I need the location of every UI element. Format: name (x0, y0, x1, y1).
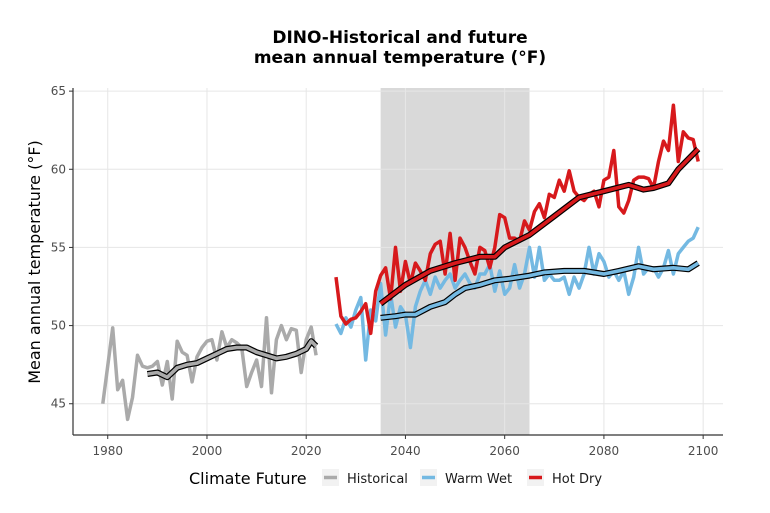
y-tick-label: 65 (51, 84, 66, 98)
smooth-line-historical (147, 339, 318, 380)
y-tick-label: 45 (51, 397, 66, 411)
x-tick-label: 2000 (192, 444, 223, 458)
series-line-historical (101, 316, 318, 422)
smooth-line-hot-dry (379, 147, 700, 306)
legend-label-warm-wet: Warm Wet (445, 472, 512, 487)
legend: Climate Future Historical Warm Wet Hot Dry (189, 469, 602, 488)
x-tick-label: 1980 (92, 444, 123, 458)
chart-title-line2: mean annual temperature (°F) (253, 48, 547, 68)
legend-title: Climate Future (189, 469, 307, 488)
x-tick-label: 2040 (390, 444, 421, 458)
x-tick-label: 2100 (688, 444, 719, 458)
y-tick-label: 55 (51, 240, 66, 254)
chart-title-line1: DINO-Historical and future (272, 28, 528, 48)
y-tick-label: 50 (51, 319, 66, 333)
y-tick-label: 60 (51, 162, 66, 176)
x-tick-label: 2060 (489, 444, 520, 458)
x-tick-label: 2080 (589, 444, 620, 458)
y-axis-label: Mean annual temperature (°F) (25, 140, 44, 384)
smooth-line-warm-wet (380, 261, 700, 320)
legend-label-historical: Historical (347, 472, 408, 487)
x-tick-label: 2020 (291, 444, 322, 458)
legend-label-hot-dry: Hot Dry (552, 472, 602, 487)
